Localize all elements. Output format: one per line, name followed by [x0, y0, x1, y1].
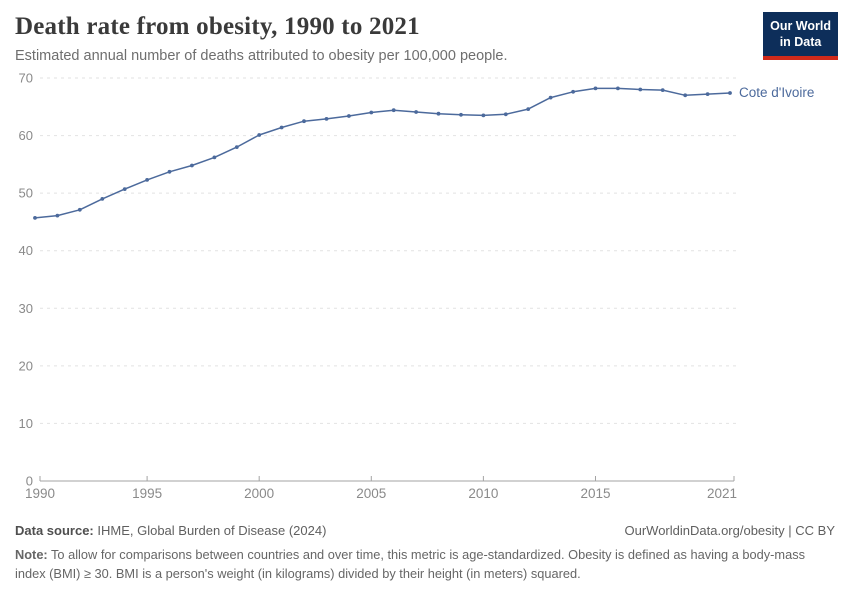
data-point-1992[interactable] [77, 207, 82, 212]
data-point-2003[interactable] [324, 117, 329, 121]
chart-subtitle: Estimated annual number of deaths attrib… [15, 48, 508, 64]
page-title: Death rate from obesity, 1990 to 2021 [15, 13, 420, 40]
y-tick-label-30: 30 [19, 301, 33, 316]
x-tick-label-1990: 1990 [25, 486, 55, 501]
y-tick-label-60: 60 [19, 128, 33, 143]
data-source-value: IHME, Global Burden of Disease (2024) [93, 523, 327, 538]
data-source-label: Data source: [15, 523, 94, 538]
owid-logo-line1: Our World [770, 19, 831, 33]
owid-logo[interactable]: Our World in Data [763, 12, 838, 60]
series-line[interactable] [34, 87, 731, 219]
data-point-2001[interactable] [279, 125, 284, 130]
data-point-1990[interactable] [33, 216, 37, 220]
note-label: Note: [15, 547, 48, 562]
y-tick-label-0: 0 [26, 474, 33, 489]
data-point-1999[interactable] [234, 145, 239, 149]
data-point-2015[interactable] [593, 86, 598, 91]
data-point-2012[interactable] [526, 107, 531, 111]
data-point-1994[interactable] [122, 187, 127, 191]
data-point-2005[interactable] [369, 110, 374, 115]
data-point-2004[interactable] [347, 114, 351, 118]
data-point-2016[interactable] [616, 86, 620, 91]
data-point-2013[interactable] [548, 95, 553, 100]
data-point-2006[interactable] [391, 108, 396, 113]
data-point-2014[interactable] [571, 89, 575, 94]
data-point-1998[interactable] [212, 155, 217, 160]
data-point-2000[interactable] [257, 133, 262, 137]
data-point-2010[interactable] [481, 113, 486, 118]
attribution-link[interactable]: OurWorldinData.org/obesity | CC BY [624, 523, 836, 538]
y-tick-label-10: 10 [19, 416, 33, 431]
x-tick-label-2010: 2010 [468, 486, 498, 501]
data-point-2017[interactable] [638, 87, 643, 92]
data-point-2008[interactable] [436, 111, 441, 116]
y-tick-label-50: 50 [19, 186, 33, 201]
data-point-2018[interactable] [660, 88, 665, 92]
data-point-1991[interactable] [55, 213, 60, 218]
chart-note: Note: To allow for comparisons between c… [15, 545, 835, 583]
x-tick-label-1995: 1995 [132, 486, 162, 501]
data-point-1995[interactable] [145, 178, 150, 182]
owid-logo-line2: in Data [779, 35, 822, 50]
data-point-1993[interactable] [100, 197, 105, 201]
y-tick-label-70: 70 [19, 71, 33, 86]
x-tick-label-2015: 2015 [580, 486, 610, 501]
data-source: Data source: IHME, Global Burden of Dise… [15, 523, 326, 538]
y-tick-label-20: 20 [19, 358, 33, 373]
data-point-2021[interactable] [728, 91, 732, 95]
x-tick-label-2021: 2021 [707, 486, 737, 501]
data-point-2007[interactable] [414, 110, 418, 114]
line-chart-canvas[interactable]: 0 10 20 30 40 50 60 70 1990 1995 2000 2005 2010 2015 2… [0, 66, 850, 506]
data-point-2009[interactable] [459, 112, 463, 117]
x-tick-label-2005: 2005 [356, 486, 386, 501]
data-point-2019[interactable] [683, 93, 688, 98]
series-label[interactable]: Cote d'Ivoire [739, 85, 814, 100]
data-point-2020[interactable] [705, 92, 710, 96]
data-point-2011[interactable] [503, 112, 508, 117]
y-tick-label-40: 40 [19, 243, 33, 258]
data-point-1996[interactable] [167, 169, 172, 174]
data-point-2002[interactable] [302, 119, 306, 124]
chart-area: 0 10 20 30 40 50 60 70 1990 1995 2000 2005 2010 2015 2… [0, 66, 850, 511]
data-point-1997[interactable] [190, 163, 194, 168]
x-tick-label-2000: 2000 [244, 486, 274, 501]
note-value: To allow for comparisons between countri… [15, 547, 805, 582]
chart-header: Death rate from obesity, 1990 to 2021 Es… [0, 0, 850, 64]
chart-footer: Data source: IHME, Global Burden of Dise… [0, 523, 850, 583]
